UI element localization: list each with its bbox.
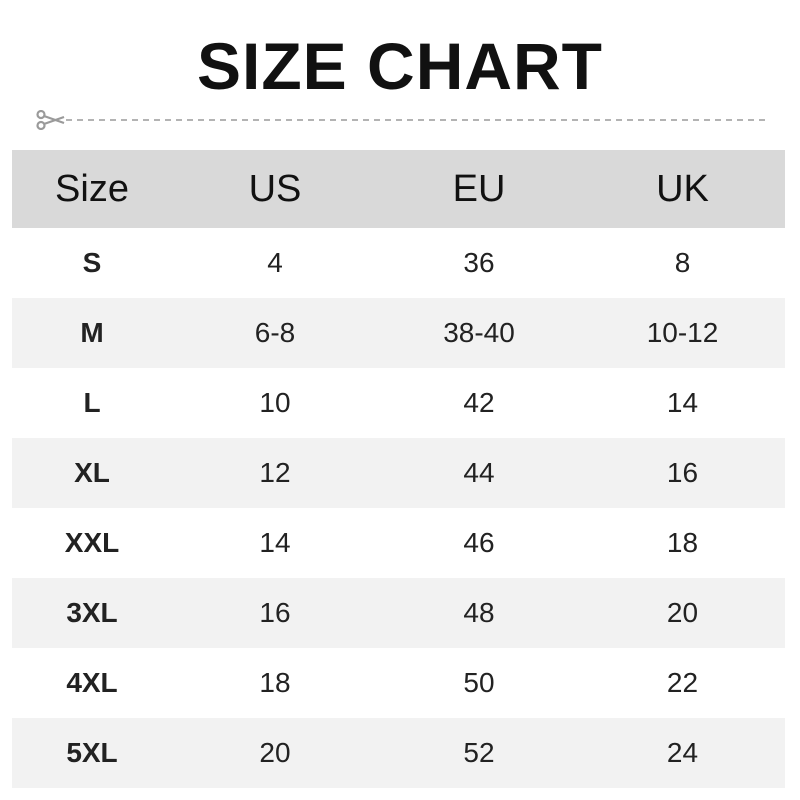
cell-eu: 48 — [463, 597, 495, 628]
cell-us: 12 — [259, 457, 291, 488]
cell-size: 5XL — [66, 737, 118, 768]
cell-size: M — [80, 317, 104, 348]
cell-eu: 46 — [463, 527, 495, 558]
cell-uk: 24 — [666, 737, 699, 768]
table-row: 3XL 16 48 20 — [12, 578, 785, 648]
cell-size: 4XL — [66, 667, 118, 698]
header-us: US — [248, 167, 302, 210]
cell-uk: 8 — [674, 247, 691, 278]
header-uk: UK — [656, 167, 709, 210]
cell-uk: 16 — [666, 457, 699, 488]
table-row: 5XL 20 52 24 — [12, 718, 785, 788]
cell-size: XXL — [64, 527, 120, 558]
cell-eu: 52 — [463, 737, 495, 768]
cell-us: 16 — [259, 597, 291, 628]
page-title: SIZE CHART — [197, 29, 603, 103]
cell-eu: 38-40 — [443, 317, 515, 348]
cell-size: S — [82, 247, 102, 278]
cell-size: L — [83, 387, 101, 418]
table-row: S 4 36 8 — [12, 228, 785, 298]
cell-uk: 14 — [666, 387, 699, 418]
table-row: L 10 42 14 — [12, 368, 785, 438]
scissors-icon — [36, 110, 766, 130]
cell-size: 3XL — [66, 597, 118, 628]
cell-uk: 10-12 — [646, 317, 719, 348]
cell-us: 4 — [267, 247, 283, 278]
cell-uk: 22 — [666, 667, 699, 698]
table-row: XXL 14 46 18 — [12, 508, 785, 578]
cell-us: 14 — [259, 527, 291, 558]
header-size: Size — [55, 167, 129, 210]
cell-size: XL — [74, 457, 110, 488]
table-row: 4XL 18 50 22 — [12, 648, 785, 718]
cell-uk: 20 — [666, 597, 699, 628]
cell-us: 10 — [259, 387, 291, 418]
cell-us: 6-8 — [254, 317, 296, 348]
header-eu: EU — [452, 167, 506, 210]
cell-eu: 42 — [463, 387, 495, 418]
table-row: XL 12 44 16 — [12, 438, 785, 508]
cell-uk: 18 — [666, 527, 699, 558]
cell-eu: 50 — [463, 667, 495, 698]
cell-us: 20 — [259, 737, 291, 768]
cell-eu: 36 — [463, 247, 495, 278]
table-row: M 6-8 38-40 10-12 — [12, 298, 785, 368]
cell-eu: 44 — [463, 457, 495, 488]
cell-us: 18 — [259, 667, 291, 698]
table-header-row: Size US EU UK — [12, 150, 785, 228]
cut-line — [34, 110, 766, 130]
size-table: Size US EU UK S 4 36 8 M 6-8 38-40 10-12 L 10 42 14… — [12, 150, 785, 788]
